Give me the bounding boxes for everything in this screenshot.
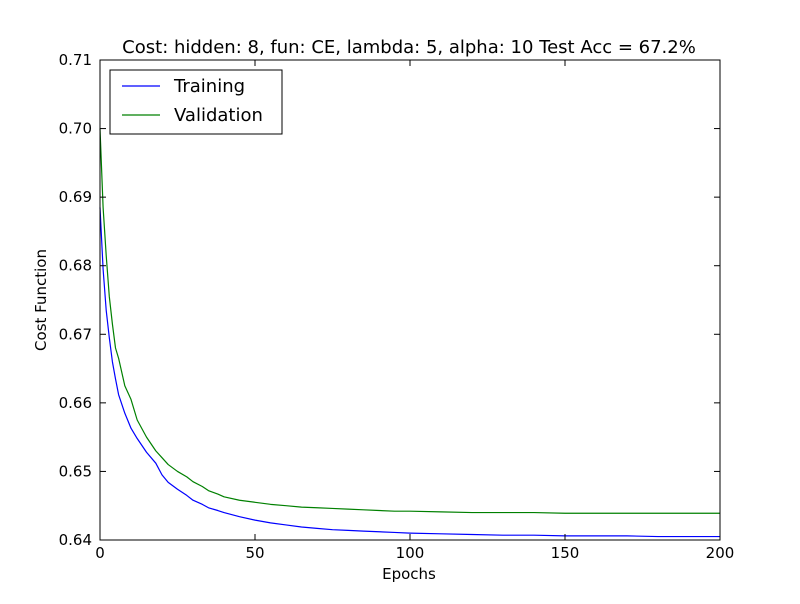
- y-axis-label: Cost Function: [32, 249, 50, 351]
- x-tick-label: 150: [551, 544, 580, 562]
- legend-label-validation: Validation: [174, 105, 263, 126]
- legend-label-training: Training: [173, 76, 245, 97]
- series-layer: [99, 128, 720, 538]
- y-tick-label: 0.69: [59, 188, 92, 206]
- legend-box: [109, 69, 283, 135]
- y-tick-label: 0.66: [59, 394, 92, 412]
- y-tick-label: 0.71: [59, 51, 92, 69]
- series-line-training: [99, 207, 720, 538]
- x-tick-label: 100: [396, 544, 425, 562]
- series-line-validation: [99, 128, 720, 514]
- x-tick-label: 0: [95, 544, 105, 562]
- y-tick-label: 0.64: [59, 531, 92, 549]
- x-tick-label: 200: [706, 544, 735, 562]
- y-tick-label: 0.68: [59, 257, 92, 275]
- x-tick-label: 50: [245, 544, 264, 562]
- chart-title: Cost: hidden: 8, fun: CE, lambda: 5, alp…: [122, 37, 696, 58]
- axes-layer: 0 50 100 150 200 0.64 0.65 0.66 0.67 0.68 0.69 0.70…: [59, 51, 735, 562]
- y-tick-label: 0.65: [59, 462, 92, 480]
- x-axis-label: Epochs: [382, 565, 436, 583]
- legend: Training Validation: [109, 69, 283, 135]
- y-tick-label: 0.67: [59, 325, 92, 343]
- y-tick-label: 0.70: [59, 120, 92, 138]
